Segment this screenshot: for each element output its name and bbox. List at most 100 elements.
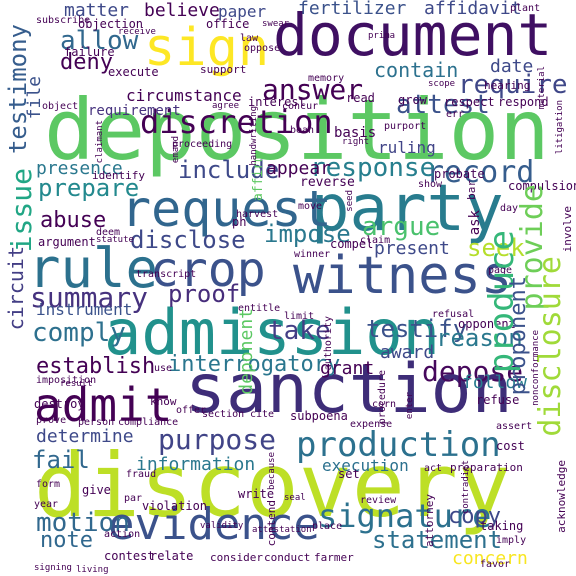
word-reverse: reverse	[300, 175, 355, 190]
word-procedure: procedure	[377, 370, 388, 425]
word-seal: seal	[284, 493, 306, 503]
word-paper: paper	[218, 2, 267, 21]
word-opponent: opponent	[458, 317, 516, 331]
word-note: note	[40, 528, 93, 553]
word-claim: claim	[360, 235, 391, 246]
word-witness: witness	[293, 246, 513, 306]
word-request: request	[121, 180, 332, 238]
word-testify: testify	[366, 315, 468, 343]
word-ask: ask	[467, 210, 483, 236]
word-place: place	[312, 521, 343, 532]
word-attorney: attorney	[423, 494, 436, 547]
word-take: take	[268, 316, 331, 346]
word-assert: assert	[496, 421, 533, 432]
word-compliance: compliance	[118, 417, 179, 428]
word-objection: objection	[78, 17, 144, 31]
word-handwriting: handwriting	[249, 106, 259, 166]
word-seed: seed	[345, 190, 355, 212]
word-office: office	[206, 17, 250, 31]
word-page: page	[488, 265, 513, 276]
word-scope: scope	[428, 79, 456, 89]
word-review: review	[360, 495, 397, 506]
word-transcript: transcript	[136, 269, 197, 280]
word-section: section	[202, 409, 245, 420]
word-respect: respect	[444, 95, 495, 109]
word-summary: summary	[30, 281, 149, 314]
word-bean: bean	[290, 125, 315, 136]
word-grant: grant	[320, 358, 375, 379]
word-rule: rule	[28, 237, 159, 300]
word-date: date	[490, 56, 534, 77]
word-determine: determine	[36, 426, 134, 447]
word-motion: motion	[36, 508, 130, 538]
word-fraud: fraud	[126, 469, 157, 480]
word-party: party	[311, 172, 504, 246]
word-crop: crop	[150, 242, 266, 298]
word-support: support	[200, 63, 247, 76]
word-prepare: prepare	[38, 174, 140, 202]
word-contradict: contradict	[461, 460, 471, 515]
word-refuse: refuse	[476, 393, 520, 407]
word-sanction: sanction	[185, 350, 513, 429]
word-read: read	[346, 91, 375, 105]
word-deem: deem	[96, 227, 121, 238]
word-relate: relate	[150, 549, 194, 563]
word-file: file	[24, 76, 45, 120]
word-farmer: farmer	[314, 551, 354, 564]
word-object: object	[42, 101, 79, 112]
word-cost: cost	[496, 439, 525, 453]
word-document: document	[273, 1, 553, 69]
word-establish: establish	[36, 354, 156, 379]
word-oppose: oppose	[244, 43, 281, 54]
word-presence: presence	[36, 158, 123, 179]
word-failure: failure	[64, 45, 115, 59]
word-concern: concern	[452, 548, 528, 569]
word-corn: corn	[372, 399, 397, 410]
word-purport: purport	[384, 121, 427, 132]
word-form: form	[36, 479, 61, 490]
word-include: include	[178, 156, 280, 184]
word-affidavit: affidavit	[424, 0, 522, 19]
word-discretion: discretion	[140, 103, 333, 141]
word-deny: deny	[60, 50, 113, 75]
word-seek: seek	[467, 234, 525, 262]
word-because: because	[267, 452, 277, 490]
word-err: err	[446, 109, 465, 120]
word-argument: argument	[38, 235, 96, 249]
word-move: move	[298, 201, 323, 212]
word-admission: admission	[104, 296, 440, 369]
word-subscribe: subscribe	[36, 15, 91, 26]
word-probate: probate	[434, 167, 485, 181]
word-circumstance: circumstance	[126, 86, 242, 105]
word-depose: depose	[422, 355, 524, 388]
word-material: material	[537, 66, 547, 110]
word-information: information	[136, 454, 256, 475]
word-swear: swear	[262, 19, 290, 29]
word-issue: issue	[5, 168, 38, 253]
word-limit: limit	[284, 311, 315, 322]
word-expense: expense	[350, 419, 393, 430]
word-consider: consider	[210, 551, 263, 564]
word-favor: favor	[480, 559, 511, 570]
word-plant: plant	[510, 3, 541, 14]
word-statement: statement	[372, 526, 503, 554]
word-law: law	[240, 33, 259, 44]
word-disclose: disclose	[130, 226, 246, 254]
word-day: day	[500, 203, 519, 214]
word-give: give	[82, 483, 111, 497]
word-circuit: circuit	[4, 246, 28, 331]
word-interrogatory: interrogatory	[168, 352, 341, 377]
word-contend: contend	[265, 500, 278, 547]
word-use: use	[154, 363, 173, 374]
word-emand: emand	[171, 136, 181, 164]
word-action: action	[104, 529, 141, 540]
word-concur: concur	[282, 101, 319, 112]
word-proof: proof	[168, 280, 241, 308]
word-harvest: harvest	[236, 209, 279, 220]
word-authority: authority	[323, 316, 334, 371]
word-conduct: conduct	[264, 551, 311, 564]
word-imposition: imposition	[36, 375, 97, 386]
word-subpoena: subpoena	[290, 409, 348, 423]
word-interest: interest	[248, 95, 306, 109]
word-claimant: claimant	[95, 120, 105, 164]
